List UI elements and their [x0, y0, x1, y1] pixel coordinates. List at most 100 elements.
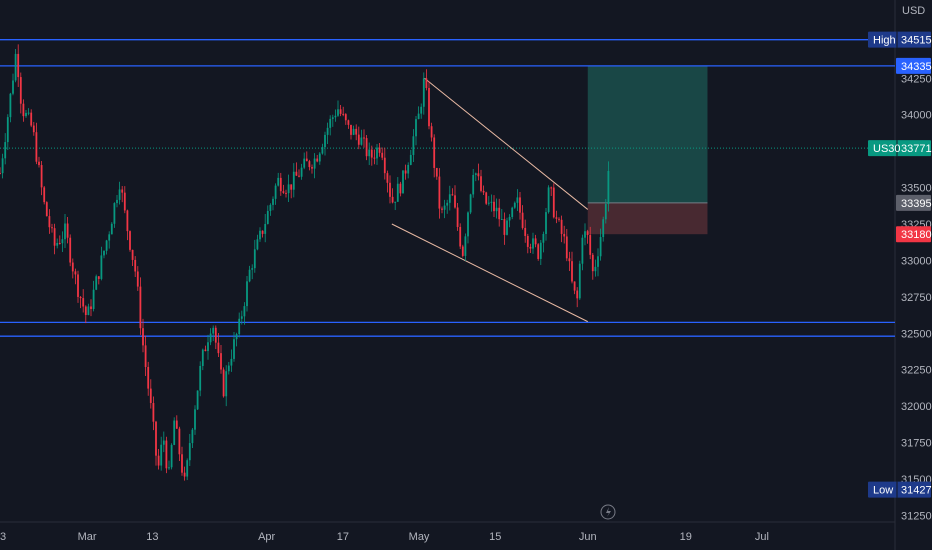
candle-body — [222, 369, 225, 397]
candle-body — [147, 366, 150, 389]
candle-body — [181, 454, 183, 473]
candle-body — [500, 219, 503, 221]
candle-body — [547, 187, 550, 213]
channel-lower-line — [391, 223, 588, 323]
candle-body — [576, 290, 579, 299]
candle-body — [407, 164, 410, 174]
price-tag-value: 33771 — [901, 143, 932, 155]
price-tag — [896, 57, 931, 74]
candle-body — [381, 152, 384, 158]
candle-body — [589, 235, 592, 255]
candle-body — [25, 112, 27, 117]
candle-body — [32, 125, 35, 133]
candle-body — [282, 191, 285, 193]
candle-body — [157, 455, 160, 466]
candle-body — [209, 333, 212, 343]
candle-body — [521, 212, 524, 228]
price-tag — [868, 31, 931, 48]
candle-body — [584, 231, 586, 238]
candle-body — [555, 217, 558, 219]
candle-body — [363, 137, 365, 139]
candle-body — [61, 239, 64, 244]
candle-body — [389, 182, 391, 197]
candle-body — [19, 77, 22, 104]
candle-body — [532, 238, 534, 249]
candle-body — [235, 334, 238, 340]
candle-body — [409, 154, 412, 165]
candle-body — [404, 170, 407, 174]
candle-body — [199, 365, 202, 391]
candle-body — [279, 177, 282, 192]
candle-body — [347, 120, 350, 125]
candle-body — [485, 192, 488, 204]
candle-body — [313, 158, 316, 169]
price-tag-name: US30 — [873, 143, 901, 155]
price-tick-label: 32000 — [901, 401, 932, 413]
candle-body — [573, 281, 576, 291]
candle-body — [22, 103, 25, 117]
candle-body — [74, 271, 77, 275]
candle-body — [560, 219, 563, 234]
candle-body — [542, 233, 545, 243]
candle-body — [196, 390, 199, 410]
candle-body — [498, 207, 501, 220]
candle-body — [417, 113, 420, 120]
candle-body — [90, 306, 92, 309]
candle-body — [43, 187, 46, 203]
candle-body — [474, 173, 477, 175]
time-tick-label: 17 — [337, 531, 349, 543]
candle-body — [526, 235, 529, 247]
candle-body — [602, 219, 605, 238]
candle-body — [126, 210, 129, 232]
candle-body — [581, 237, 584, 264]
price-tag-value: 34335 — [901, 61, 932, 73]
candle-body — [511, 207, 514, 217]
candle-body — [27, 112, 30, 114]
candle-body — [305, 158, 308, 162]
candle-body — [214, 327, 217, 343]
candle-body — [383, 157, 386, 174]
candle-body — [116, 199, 118, 204]
candle-body — [396, 183, 399, 202]
price-tick-label: 31250 — [901, 510, 932, 522]
candle-body — [191, 429, 194, 444]
candle-body — [456, 207, 459, 227]
candle-body — [300, 167, 303, 177]
candle-body — [170, 444, 173, 468]
candle-body — [95, 276, 98, 290]
candle-body — [79, 296, 82, 299]
candle-body — [77, 274, 79, 297]
candle-body — [412, 136, 415, 155]
candle-body — [227, 365, 230, 372]
take-profit-zone — [587, 65, 708, 203]
candle-body — [350, 124, 352, 135]
candle-body — [121, 189, 124, 193]
candle-body — [469, 194, 472, 213]
candle-body — [430, 126, 433, 138]
price-tag-value: 34515 — [901, 35, 932, 47]
candle-body — [248, 269, 251, 282]
candle-body — [464, 236, 467, 256]
candle-body — [123, 192, 126, 211]
candle-body — [467, 212, 469, 237]
candle-body — [165, 440, 168, 469]
candle-body — [451, 194, 454, 196]
candle-body — [607, 170, 610, 205]
price-tick-label: 34250 — [901, 73, 932, 85]
candle-body — [9, 93, 12, 118]
candle-body — [370, 149, 373, 158]
price-tick-label: 33500 — [901, 183, 932, 195]
price-tag-name: Low — [873, 485, 893, 497]
candle-body — [178, 428, 181, 455]
candle-body — [35, 132, 38, 162]
candle-body — [368, 149, 371, 157]
candle-body — [155, 421, 157, 456]
candle-body — [394, 201, 397, 203]
candle-body — [506, 220, 508, 235]
candle-body — [269, 204, 272, 211]
price-tag — [868, 140, 931, 157]
candle-body — [357, 134, 360, 145]
time-tick-label: Mar — [78, 531, 97, 543]
candle-body — [438, 176, 441, 209]
